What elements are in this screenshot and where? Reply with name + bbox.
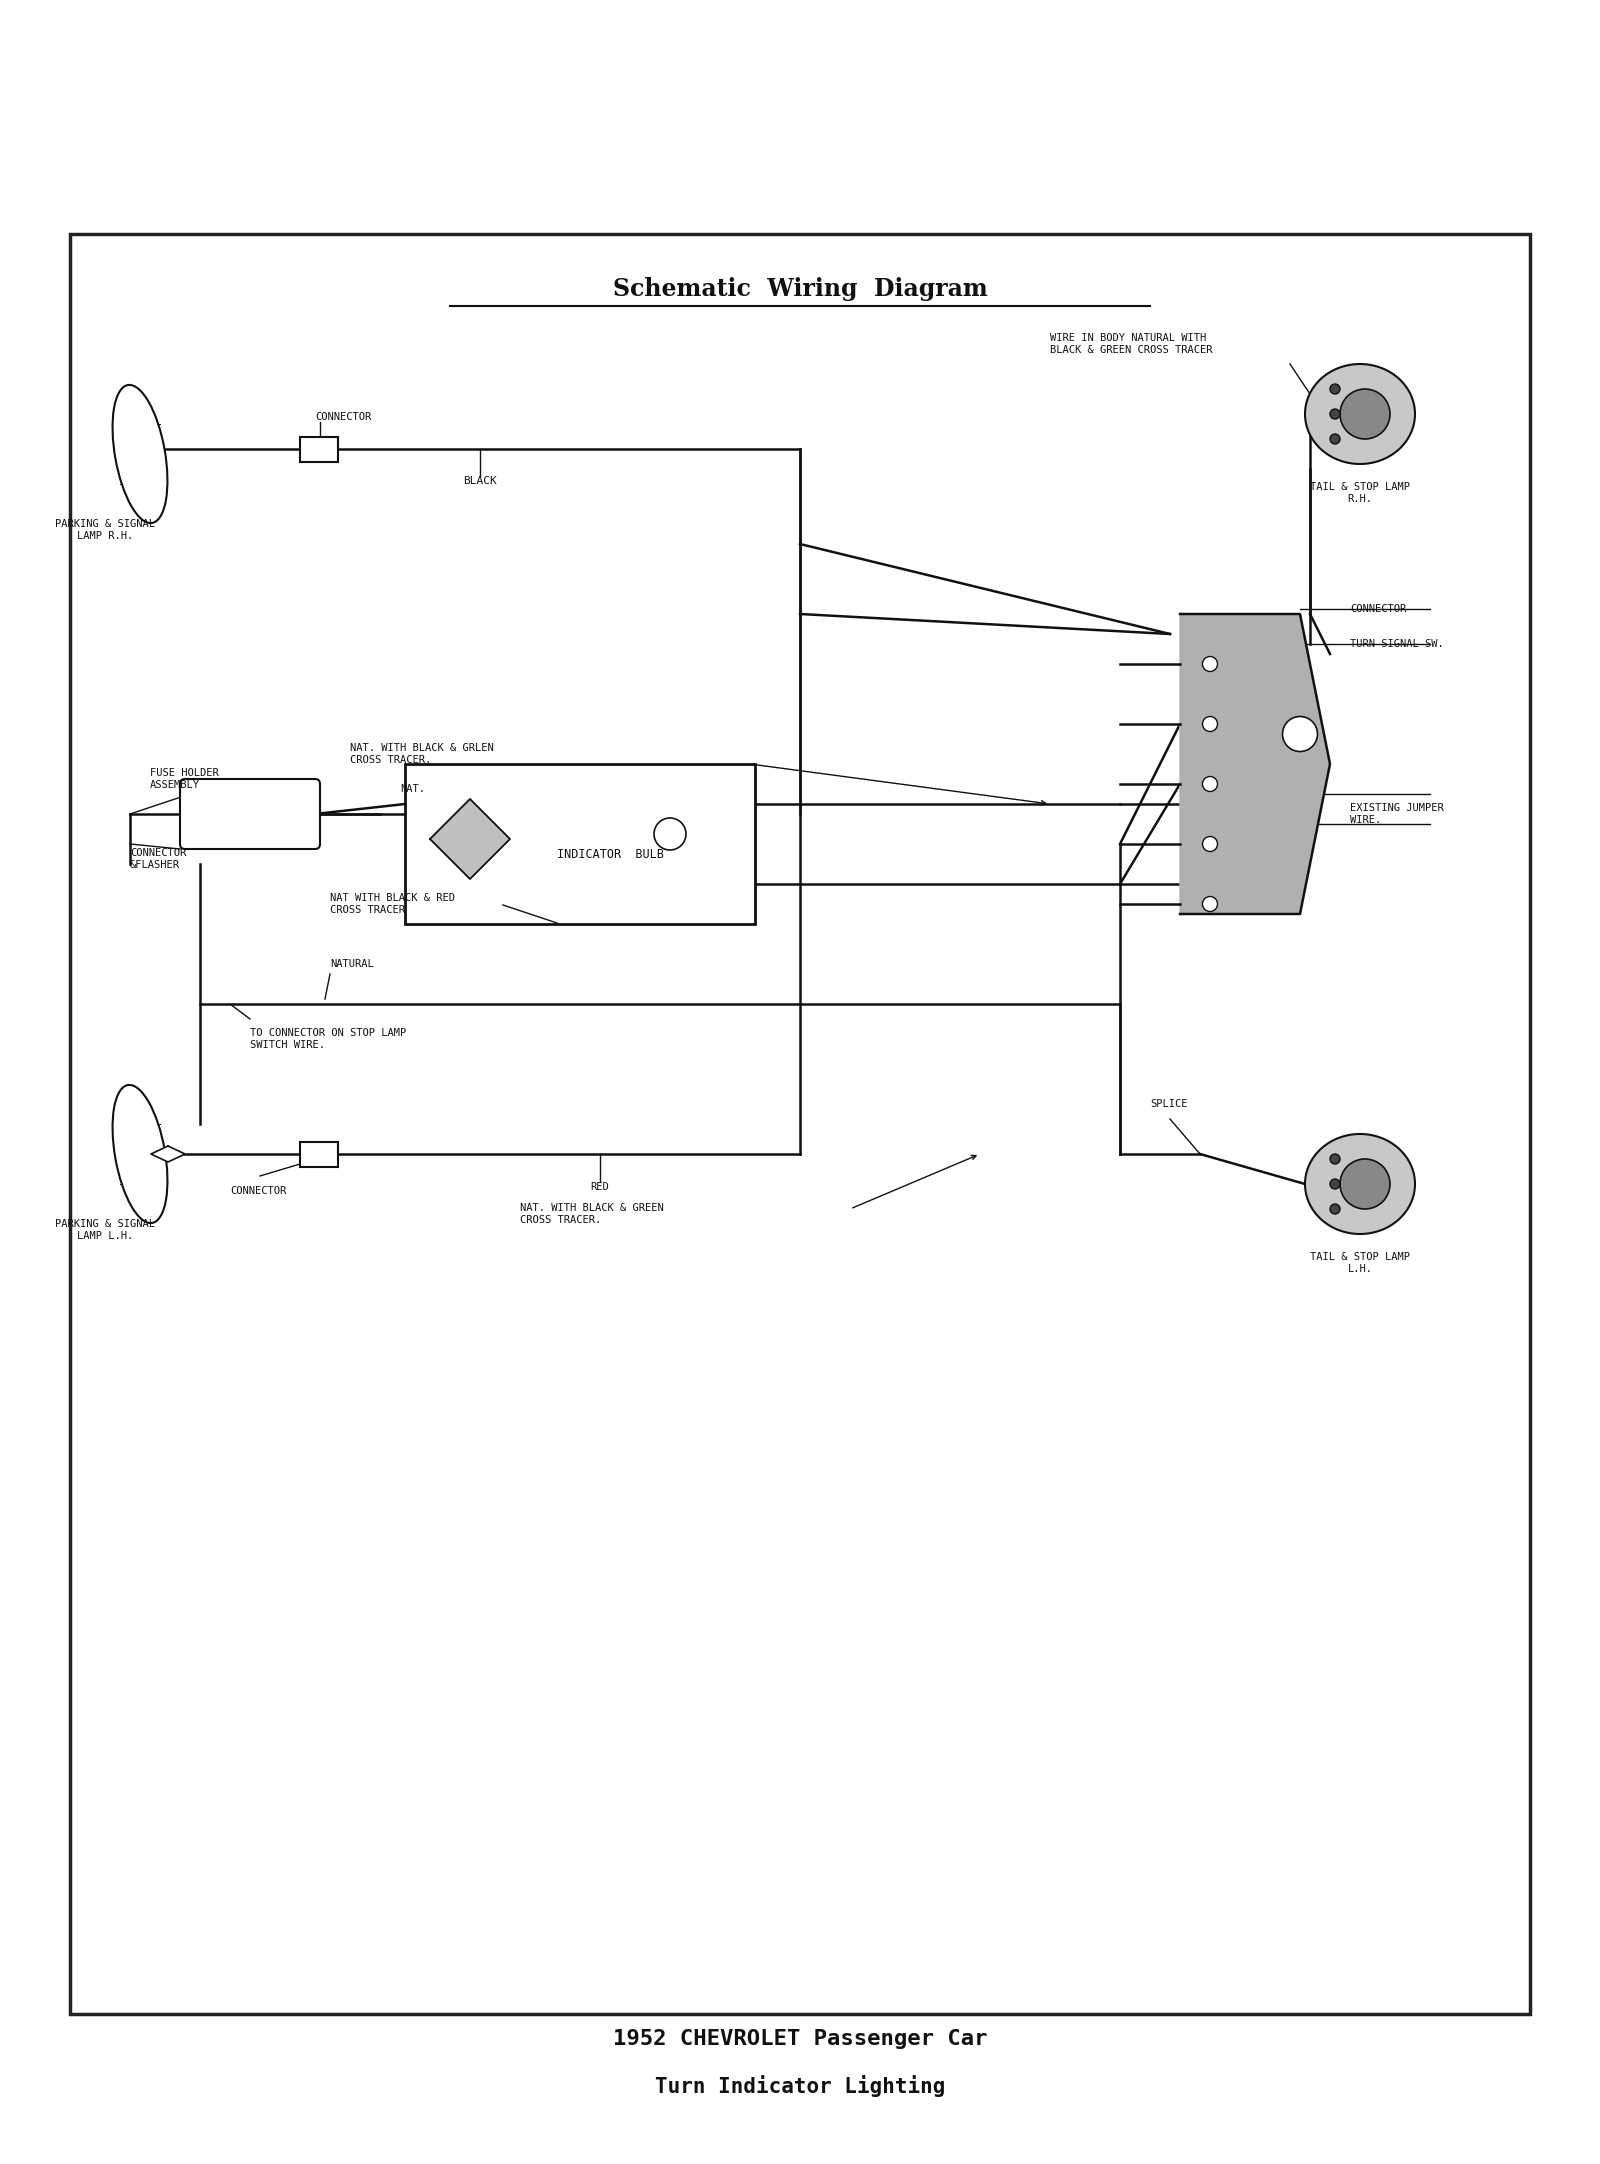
FancyBboxPatch shape xyxy=(70,234,1530,2015)
Text: PARKING & SIGNAL
LAMP R.H.: PARKING & SIGNAL LAMP R.H. xyxy=(54,519,155,541)
Ellipse shape xyxy=(1203,777,1218,792)
FancyBboxPatch shape xyxy=(405,764,755,924)
Text: RED: RED xyxy=(590,1182,610,1192)
Text: CONNECTOR: CONNECTOR xyxy=(315,411,371,422)
Text: Turn Indicator Lighting: Turn Indicator Lighting xyxy=(654,2075,946,2097)
Ellipse shape xyxy=(112,1084,168,1223)
Text: SPLICE: SPLICE xyxy=(1150,1099,1187,1108)
Text: TO CONNECTOR ON STOP LAMP
SWITCH WIRE.: TO CONNECTOR ON STOP LAMP SWITCH WIRE. xyxy=(250,1028,406,1050)
Polygon shape xyxy=(150,1147,186,1162)
Text: TAIL & STOP LAMP
R.H.: TAIL & STOP LAMP R.H. xyxy=(1310,483,1410,504)
FancyBboxPatch shape xyxy=(179,779,320,848)
Text: PARKING & SIGNAL
LAMP L.H.: PARKING & SIGNAL LAMP L.H. xyxy=(54,1218,155,1240)
Polygon shape xyxy=(1181,615,1330,913)
Text: FUSE HOLDER
ASSEMBLY: FUSE HOLDER ASSEMBLY xyxy=(150,768,219,790)
Ellipse shape xyxy=(1306,364,1414,463)
Ellipse shape xyxy=(112,385,168,524)
Ellipse shape xyxy=(1330,1203,1341,1214)
Polygon shape xyxy=(430,799,510,879)
Text: NAT. WITH BLACK & GREEN
CROSS TRACER.: NAT. WITH BLACK & GREEN CROSS TRACER. xyxy=(520,1203,664,1225)
Ellipse shape xyxy=(1306,1134,1414,1233)
Text: WIRE IN BODY NATURAL WITH
BLACK & GREEN CROSS TRACER: WIRE IN BODY NATURAL WITH BLACK & GREEN … xyxy=(1050,333,1213,355)
Text: NAT.: NAT. xyxy=(400,783,426,794)
Text: Schematic  Wiring  Diagram: Schematic Wiring Diagram xyxy=(613,277,987,301)
Ellipse shape xyxy=(1203,716,1218,731)
Ellipse shape xyxy=(1341,1160,1390,1210)
FancyBboxPatch shape xyxy=(301,1143,338,1166)
Ellipse shape xyxy=(1203,656,1218,671)
Text: NATURAL: NATURAL xyxy=(330,959,374,969)
Text: NAT. WITH BLACK & GRLEN
CROSS TRACER.: NAT. WITH BLACK & GRLEN CROSS TRACER. xyxy=(350,742,494,764)
Ellipse shape xyxy=(1203,837,1218,850)
Text: EXISTING JUMPER
WIRE.: EXISTING JUMPER WIRE. xyxy=(1350,803,1443,824)
Ellipse shape xyxy=(1330,383,1341,394)
FancyBboxPatch shape xyxy=(301,437,338,461)
Text: CONNECTOR
&FLASHER: CONNECTOR &FLASHER xyxy=(130,848,186,870)
Text: TAIL & STOP LAMP
L.H.: TAIL & STOP LAMP L.H. xyxy=(1310,1253,1410,1275)
Ellipse shape xyxy=(1330,1153,1341,1164)
Ellipse shape xyxy=(1203,896,1218,911)
Text: CONNECTOR: CONNECTOR xyxy=(230,1186,286,1197)
Ellipse shape xyxy=(1330,1179,1341,1188)
Text: BLACK: BLACK xyxy=(462,476,498,487)
Ellipse shape xyxy=(1283,716,1317,751)
Text: INDICATOR  BULB: INDICATOR BULB xyxy=(557,848,664,861)
Text: 1952 CHEVROLET Passenger Car: 1952 CHEVROLET Passenger Car xyxy=(613,2030,987,2049)
Text: CONNECTOR: CONNECTOR xyxy=(1350,604,1406,615)
Ellipse shape xyxy=(654,818,686,850)
Ellipse shape xyxy=(1330,435,1341,444)
Text: TURN SIGNAL SW.: TURN SIGNAL SW. xyxy=(1350,638,1443,649)
Ellipse shape xyxy=(1330,409,1341,420)
Text: NAT WITH BLACK & RED
CROSS TRACER: NAT WITH BLACK & RED CROSS TRACER xyxy=(330,894,454,915)
Ellipse shape xyxy=(1341,390,1390,439)
